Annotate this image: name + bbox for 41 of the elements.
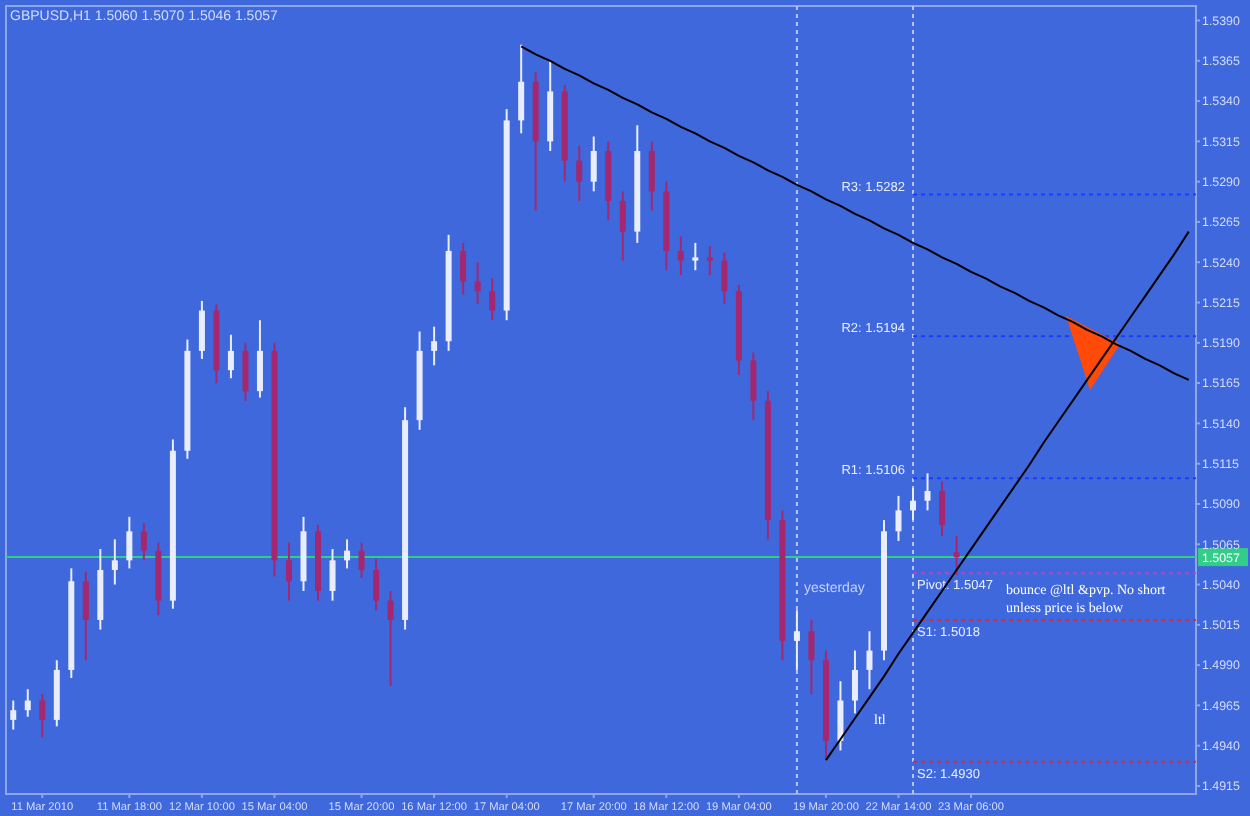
candlestick xyxy=(924,472,931,512)
candlestick xyxy=(518,43,525,135)
candlestick xyxy=(140,522,147,562)
candlestick xyxy=(576,145,583,202)
candlestick xyxy=(851,649,858,715)
candlestick xyxy=(808,618,815,696)
candlestick xyxy=(227,333,234,380)
candlestick xyxy=(460,241,467,296)
candlestick xyxy=(837,680,844,752)
candlestick xyxy=(706,245,713,277)
candlestick xyxy=(431,325,438,367)
candlestick xyxy=(692,241,699,272)
candlestick xyxy=(489,277,496,322)
candlestick xyxy=(866,630,873,691)
candlestick xyxy=(82,570,89,662)
candlestick xyxy=(126,515,133,570)
candlestick xyxy=(750,351,757,422)
candlestick xyxy=(242,341,249,402)
candlestick xyxy=(939,480,946,538)
candlestick xyxy=(910,486,917,522)
candlestick xyxy=(721,251,728,306)
candlestick xyxy=(373,557,380,612)
candlestick xyxy=(619,190,626,262)
candlestick xyxy=(285,541,292,602)
candlestick xyxy=(590,135,597,193)
candlestick xyxy=(895,494,902,542)
candlestick xyxy=(387,589,394,688)
candlestick xyxy=(329,548,336,602)
candlestick xyxy=(198,299,205,360)
candlestick xyxy=(256,319,263,399)
candlestick xyxy=(10,699,17,731)
candlestick xyxy=(677,235,684,277)
candlestick xyxy=(344,538,351,570)
candlestick xyxy=(39,693,46,739)
candlestick xyxy=(111,538,118,586)
candlestick xyxy=(953,535,960,576)
candlestick xyxy=(358,541,365,580)
candlestick xyxy=(648,140,655,212)
candlestick xyxy=(793,609,800,671)
candlestick xyxy=(474,261,481,306)
candlestick xyxy=(24,688,31,718)
